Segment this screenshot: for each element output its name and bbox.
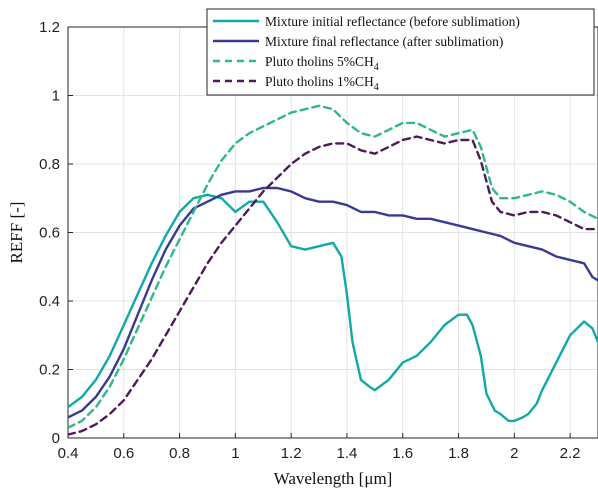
legend-label: Mixture final reflectance (after sublima…: [265, 34, 503, 49]
x-tick-label: 1.2: [281, 445, 302, 462]
y-tick-label: 1.2: [39, 19, 60, 36]
series-group: [68, 104, 598, 436]
legend-label: Pluto tholins 5%CH4: [265, 54, 379, 73]
axis-ticks: 0.4 0.6 0.8 1 1.2 1.4 1.6 1.8 2 2.2 0 0.2 0.4 0.6 0.8 1…: [39, 19, 580, 462]
x-tick-label: 2: [510, 445, 518, 462]
x-tick-label: 0.8: [169, 445, 190, 462]
legend: Mixture initial reflectance (before subl…: [206, 8, 595, 96]
legend-label: Mixture initial reflectance (before subl…: [265, 14, 520, 29]
x-axis-label: Wavelength [μm]: [274, 469, 393, 488]
y-tick-label: 0.4: [39, 293, 60, 310]
x-tick-label: 1: [231, 445, 239, 462]
x-tick-label: 0.4: [58, 445, 79, 462]
y-axis-label: REFF [-]: [7, 202, 26, 264]
x-tick-label: 1.4: [337, 445, 358, 462]
y-tick-label: 1: [52, 88, 60, 105]
x-tick-label: 1.8: [448, 445, 469, 462]
y-tick-label: 0.8: [39, 156, 60, 173]
series-line-2: [68, 186, 598, 419]
legend-box: [206, 8, 595, 96]
y-tick-label: 0.2: [39, 362, 60, 379]
x-tick-label: 0.6: [113, 445, 134, 462]
y-tick-label: 0: [52, 430, 60, 447]
y-tick-label: 0.6: [39, 225, 60, 242]
legend-label: Pluto tholins 1%CH4: [265, 74, 379, 93]
x-tick-label: 1.6: [392, 445, 413, 462]
series-line-4: [68, 135, 598, 436]
series-line-3: [68, 104, 598, 429]
series-line-1: [68, 193, 598, 423]
x-tick-label: 2.2: [560, 445, 581, 462]
